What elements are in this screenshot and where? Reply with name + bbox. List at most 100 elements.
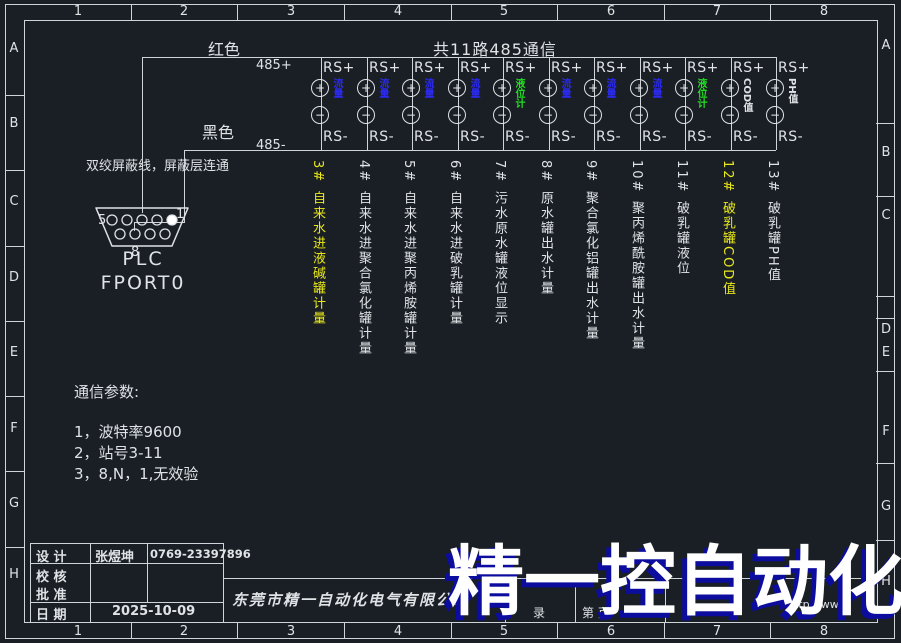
page-number-fragment: 第 页 xyxy=(582,606,610,620)
ruler-tick xyxy=(876,196,894,197)
sensor-type-label: 流量 xyxy=(331,78,342,98)
diagram-title: 共11路485通信 xyxy=(433,40,557,59)
device-label: 5#自来水进聚丙烯胺罐计量 xyxy=(401,160,416,357)
plus-sign: + xyxy=(724,81,736,95)
ruler-tick xyxy=(876,540,894,541)
terminal-minus: − xyxy=(402,106,420,124)
rs-plus-label: RS+ xyxy=(369,60,401,76)
db9-pin1-label: 1 xyxy=(176,207,184,222)
rs-plus-label: RS+ xyxy=(596,60,628,76)
drop-wire xyxy=(731,57,732,150)
design-label: 设 计 xyxy=(36,550,67,565)
ruler-letter: D xyxy=(8,270,19,285)
rs-minus-label: RS- xyxy=(642,129,668,145)
designer-name: 张煜坤 xyxy=(95,550,135,565)
db9-pin5-label: 5 xyxy=(98,213,106,228)
minus-sign: − xyxy=(633,108,645,122)
channel-column: RS+ + − 流量 RS- 8#原水罐出水计量 xyxy=(535,57,583,387)
ruler-tick xyxy=(5,471,24,472)
ruler-tick xyxy=(237,4,238,20)
rs-plus-label: RS+ xyxy=(414,60,446,76)
minus-sign: − xyxy=(405,108,417,122)
rs-minus-label: RS- xyxy=(460,129,486,145)
device-label: 13#破乳罐PH值 xyxy=(765,160,780,284)
ruler-letter: F xyxy=(882,424,890,439)
comm-param-station: 2，站号3-11 xyxy=(74,444,163,462)
terminal-485-plus-label: 485+ xyxy=(256,58,292,73)
drop-wire xyxy=(594,57,595,150)
comm-param-baudrate: 1，波特率9600 xyxy=(74,423,182,441)
ruler-number: 8 xyxy=(819,624,829,639)
check-label: 校 核 xyxy=(36,570,67,585)
titleblock-line xyxy=(665,578,666,622)
rs-minus-label: RS- xyxy=(505,129,531,145)
ruler-tick xyxy=(451,622,452,638)
rs-minus-label: RS- xyxy=(551,129,577,145)
terminal-plus: + xyxy=(448,79,466,97)
db9-shell xyxy=(95,207,189,247)
titleblock-line xyxy=(30,563,223,564)
channel-column: RS+ + − 流量 RS- 3#自来水进液碱罐计量 xyxy=(307,57,354,387)
ruler-number: 2 xyxy=(179,624,189,639)
minus-sign: − xyxy=(360,108,372,122)
wire-color-black-label: 黑色 xyxy=(202,123,235,142)
titleblock-line xyxy=(90,543,91,622)
plus-sign: + xyxy=(678,81,690,95)
plc-label: PLC xyxy=(122,248,164,270)
minus-sign: − xyxy=(496,108,508,122)
plus-sign: + xyxy=(405,81,417,95)
ruler-tick xyxy=(237,622,238,638)
channel-column: RS+ + − 流量 RS- 4#自来水进聚合氯化罐计量 xyxy=(353,57,401,387)
device-label: 11#破乳罐液位 xyxy=(674,160,689,277)
shield-note: 双绞屏蔽线，屏蔽层连通 xyxy=(86,159,230,174)
titleblock-line xyxy=(505,578,506,622)
plus-sign: + xyxy=(314,81,326,95)
ruler-number: 1 xyxy=(73,4,83,19)
ruler-number: 2 xyxy=(179,4,189,19)
terminal-plus: + xyxy=(539,79,557,97)
ruler-letter: H xyxy=(881,574,891,589)
ruler-tick xyxy=(770,4,771,20)
ruler-tick xyxy=(664,622,665,638)
sensor-type-label: 流量 xyxy=(468,78,479,98)
rs-minus-label: RS- xyxy=(687,129,713,145)
rs-minus-label: RS- xyxy=(323,129,349,145)
drop-wire xyxy=(640,57,641,150)
ruler-tick xyxy=(5,170,24,171)
wire-red-drop xyxy=(142,57,143,213)
ruler-letter: F xyxy=(10,421,18,436)
channel-column: RS+ + − 液位计 RS- 11#破乳罐液位 xyxy=(671,57,718,387)
ruler-number: 5 xyxy=(499,624,509,639)
ruler-number: 7 xyxy=(712,4,722,19)
channel-column: RS+ + − 液位计 RS- 7#污水原水罐液位显示 xyxy=(489,57,536,387)
ruler-number: 5 xyxy=(499,4,509,19)
terminal-minus: − xyxy=(584,106,602,124)
ruler-tick xyxy=(876,463,894,464)
ruler-tick xyxy=(5,396,24,397)
channel-column: RS+ + − 流量 RS- 5#自来水进聚丙烯胺罐计量 xyxy=(398,57,446,387)
plus-sign: + xyxy=(769,81,781,95)
titleblock-fragment: 录 xyxy=(533,606,546,620)
sensor-type-label: COD值 xyxy=(741,78,752,113)
terminal-plus: + xyxy=(357,79,375,97)
terminal-plus: + xyxy=(721,79,739,97)
minus-sign: − xyxy=(451,108,463,122)
ruler-tick xyxy=(5,321,24,322)
sensor-type-label: PH值 xyxy=(786,78,797,104)
ruler-tick xyxy=(876,123,894,124)
rs-plus-label: RS+ xyxy=(642,60,674,76)
ruler-letter: B xyxy=(881,145,891,160)
ruler-tick xyxy=(876,318,894,319)
titleblock-line xyxy=(147,543,148,602)
ruler-number: 3 xyxy=(286,4,296,19)
rs-minus-label: RS- xyxy=(369,129,395,145)
ruler-number: 6 xyxy=(606,624,616,639)
channel-column: RS+ + − 流量 RS- 6#自来水进破乳罐计量 xyxy=(444,57,491,387)
rs-minus-label: RS- xyxy=(414,129,440,145)
device-label: 9#聚合氯化铝罐出水计量 xyxy=(583,160,598,342)
ruler-letter: E xyxy=(9,345,19,360)
terminal-minus: − xyxy=(630,106,648,124)
ruler-letter: E xyxy=(881,345,891,360)
titleblock-line xyxy=(30,602,223,603)
rs-plus-label: RS+ xyxy=(551,60,583,76)
